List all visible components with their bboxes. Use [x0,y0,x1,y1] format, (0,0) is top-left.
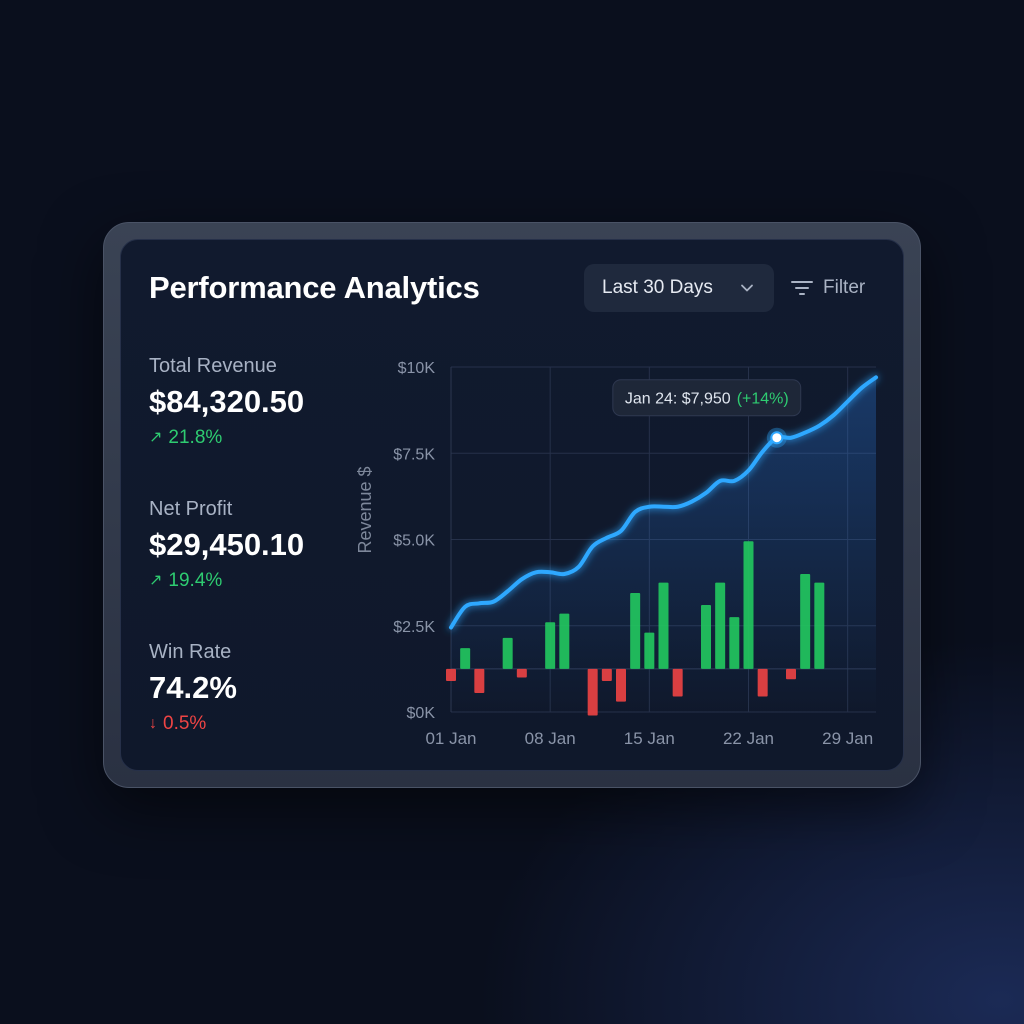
kpi-change-value: 21.8% [168,427,223,448]
page-title: Performance Analytics [149,270,480,305]
kpi-value: $84,320.50 [149,384,305,419]
bar-positive [800,574,811,669]
y-tick-label: $10K [398,360,436,377]
highlight-point[interactable] [770,431,784,445]
bar-negative [446,668,456,681]
period-dropdown-label: Last 30 Days [602,277,713,298]
kpi-net-profit: Net Profit $29,450.10 ↗ 19.4% [149,497,304,593]
bar-negative [516,668,527,678]
bar-positive [559,613,570,669]
kpi-change: ↗ 19.4% [149,569,304,593]
line-area-fill [451,377,876,712]
period-dropdown[interactable]: Last 30 Days [584,264,774,312]
x-tick-label: 22 Jan [723,729,774,748]
bar-negative [474,668,485,694]
bar-positive [743,541,754,669]
revenue-line [449,375,878,630]
kpi-label: Net Profit [149,498,233,520]
chevron-down-icon [741,284,753,292]
x-tick-label: 29 Jan [822,729,873,748]
bar-positive [545,622,556,669]
x-tick-label: 08 Jan [525,729,576,748]
kpi-change-value: 19.4% [168,570,223,591]
x-tick-label: 15 Jan [624,729,675,748]
bar-positive [701,605,711,669]
bar-negative [757,668,768,697]
y-tick-label: $0K [407,705,436,722]
y-tick-label: $5.0K [393,533,435,550]
dashboard-card-frame: Performance Analytics Last 30 Days Filte… [103,222,921,788]
bar-positive [644,632,655,669]
y-tick-label: $7.5K [393,446,435,463]
bar-negative [672,668,683,697]
kpi-win-rate: Win Rate 74.2% ↓ 0.5% [149,640,237,736]
bar-negative [601,668,612,681]
filter-button[interactable]: Filter [791,264,865,312]
bar-positive [814,582,825,669]
tooltip-change: (+14%) [737,391,789,408]
kpi-label: Total Revenue [149,355,277,377]
bar-positive [630,592,641,669]
kpi-total-revenue: Total Revenue $84,320.50 ↗ 21.8% [149,354,304,450]
bar-negative [786,668,796,680]
bar-negative [616,668,626,702]
bar-positive [715,582,726,669]
bar-positive [460,648,471,669]
kpi-label: Win Rate [149,641,232,663]
kpi-change-value: 0.5% [163,713,207,734]
arrow-up-right-icon: ↗ [149,572,163,589]
filter-label: Filter [823,277,866,298]
kpi-change: ↓ 0.5% [149,712,237,736]
bar-positive [502,637,513,669]
kpi-value: 74.2% [149,670,237,705]
arrow-down-icon: ↓ [149,715,157,732]
y-tick-label: $2.5K [393,619,435,636]
analytics-panel: Performance Analytics Last 30 Days Filte… [120,239,904,771]
kpi-change: ↗ 21.8% [149,426,304,450]
filter-icon [791,281,813,295]
chart-tooltip: Jan 24: $7,950 (+14%) [612,379,802,417]
x-tick-label: 01 Jan [425,729,476,748]
bar-positive [658,582,669,669]
y-axis-label: Revenue $ [355,466,375,553]
bar-positive [729,617,740,669]
bar-negative [587,668,598,716]
kpi-value: $29,450.10 [149,527,305,562]
revenue-chart: $0K $2.5K $5.0K $7.5K $10K 01 Jan 08 Jan 15 Jan… [355,360,878,748]
tooltip-text: Jan 24: $7,950 [625,391,731,408]
arrow-up-right-icon: ↗ [149,429,163,446]
